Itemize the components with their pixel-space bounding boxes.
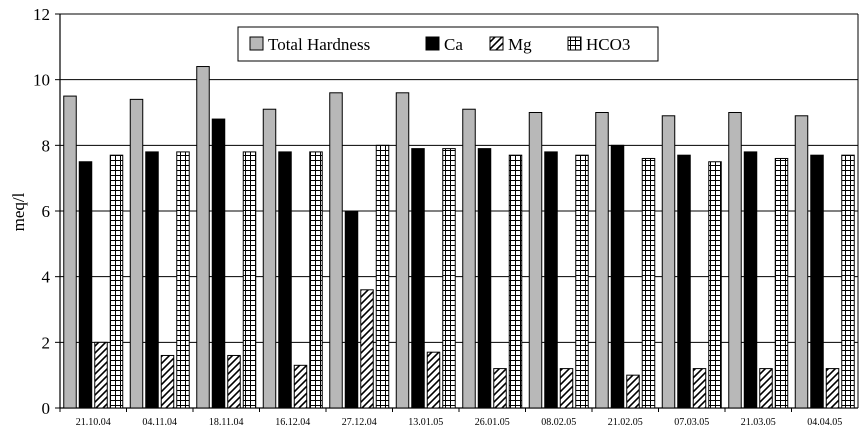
bar-total-hardness [794, 115, 809, 409]
legend: Total Hardness Ca Mg HCO3 [237, 26, 659, 62]
bar-hco3 [109, 154, 124, 409]
x-tick-label: 13.01.05 [408, 417, 443, 428]
bar-ca [610, 144, 625, 409]
gridlines [60, 13, 858, 343]
y-tick-label: 2 [42, 333, 51, 352]
y-tick-label: 12 [33, 5, 50, 24]
legend-label: Mg [508, 35, 532, 54]
legend-label: Total Hardness [268, 35, 370, 54]
x-tick-label: 18.11.04 [209, 417, 244, 428]
bar-hco3 [242, 151, 257, 409]
bar-ca [677, 154, 691, 409]
bar-hco3 [309, 151, 323, 409]
x-tick-label: 26.01.05 [475, 417, 510, 428]
bar-hco3 [508, 154, 523, 409]
tick-labels: 0 2 4 6 8 10 12 21.10.04 04.11.04 18.11.04 16.12.0… [33, 5, 842, 428]
legend-swatch [425, 36, 440, 51]
bar-hco3 [176, 151, 190, 409]
x-tick-label: 04.11.04 [142, 417, 177, 428]
bar-ca [810, 154, 824, 409]
bar-mg [559, 368, 574, 409]
bar-mg [160, 354, 175, 409]
legend-swatch [249, 36, 264, 51]
y-axis-label: meq/l [9, 192, 28, 231]
y-tick-label: 4 [42, 268, 51, 287]
x-tick-label: 08.02.05 [541, 417, 576, 428]
x-tick-label: 21.03.05 [741, 417, 776, 428]
legend-label: HCO3 [586, 35, 630, 54]
legend-label: Ca [444, 35, 463, 54]
bar-ca [145, 151, 159, 409]
bar-total-hardness [262, 108, 277, 409]
bar-total-hardness [63, 95, 77, 409]
y-tick-label: 10 [33, 71, 50, 90]
bar-total-hardness [329, 92, 343, 409]
x-tick-label: 07.03.05 [674, 417, 709, 428]
bar-total-hardness [528, 112, 543, 409]
bar-total-hardness [395, 92, 410, 409]
bar-total-hardness [728, 112, 742, 409]
bar-mg [626, 374, 640, 409]
bar-mg [692, 368, 707, 409]
bar-hco3 [708, 161, 722, 409]
bar-ca [544, 151, 558, 409]
bar-mg [94, 341, 108, 409]
bar-ca [78, 161, 93, 409]
x-tick-label: 21.10.04 [76, 417, 111, 428]
legend-box [237, 26, 659, 62]
axes [55, 13, 859, 412]
bar-total-hardness [595, 112, 609, 409]
bar-hco3 [641, 157, 656, 409]
legend-swatch [567, 36, 582, 51]
bar-hco3 [774, 157, 789, 409]
legend-swatch [489, 36, 504, 51]
bar-ca [211, 118, 226, 409]
bar-mg [426, 351, 441, 409]
x-tick-label: 27.12.04 [342, 417, 377, 428]
bar-total-hardness [661, 115, 676, 409]
bar-mg [759, 368, 773, 409]
y-tick-label: 0 [42, 399, 51, 418]
bar-total-hardness [196, 66, 210, 409]
bar-mg [825, 368, 840, 409]
bar-ca [278, 151, 292, 409]
bar-total-hardness [462, 108, 476, 409]
x-tick-label: 21.02.05 [608, 417, 643, 428]
y-tick-label: 8 [42, 136, 51, 155]
x-tick-label: 04.04.05 [807, 417, 842, 428]
bar-hco3 [375, 144, 390, 409]
bar-ca [344, 210, 359, 409]
bar-ca [743, 151, 758, 409]
bar-hco3 [841, 154, 855, 409]
bar-mg [293, 364, 308, 409]
bar-mg [227, 354, 241, 409]
bar-hco3 [442, 148, 456, 409]
bar-ca [477, 148, 492, 409]
bars [63, 66, 855, 409]
x-tick-label: 16.12.04 [275, 417, 310, 428]
bar-hco3 [575, 154, 589, 409]
y-tick-label: 6 [42, 202, 51, 221]
bar-total-hardness [129, 98, 144, 409]
bar-mg [493, 368, 507, 409]
bar-mg [360, 289, 374, 409]
bar-ca [411, 148, 425, 409]
